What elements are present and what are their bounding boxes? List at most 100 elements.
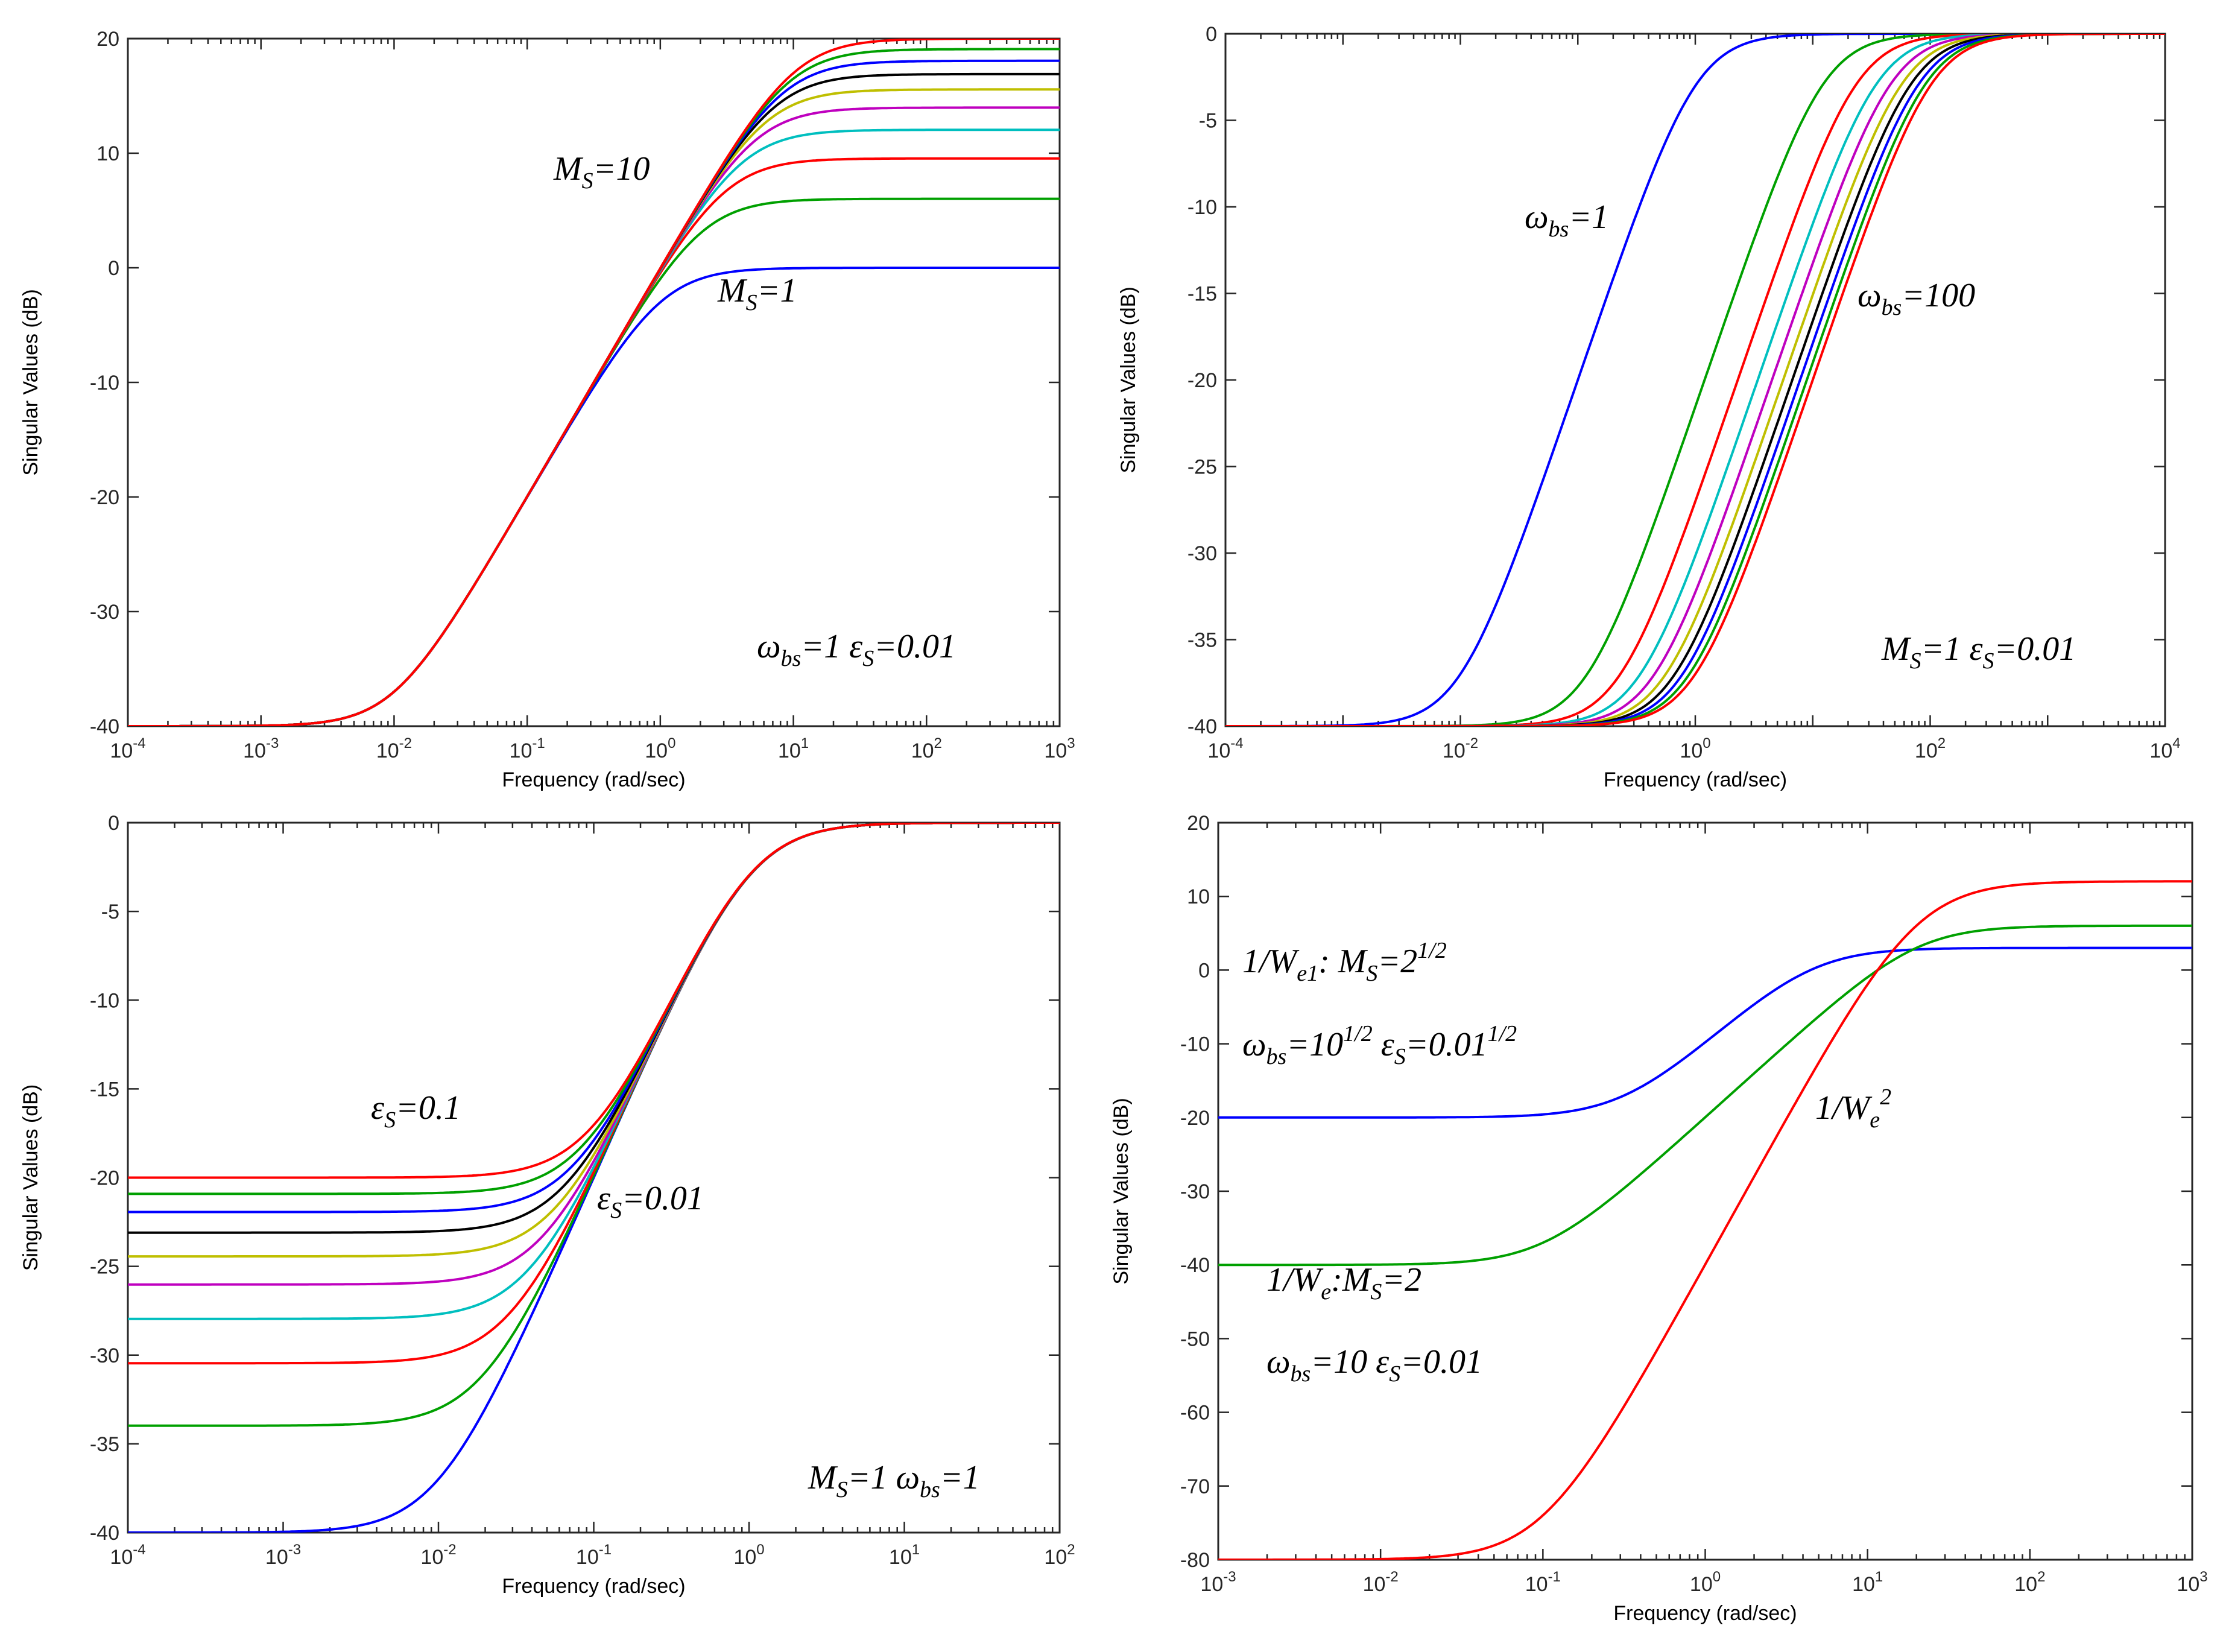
x-tick-label: 100 (1690, 1569, 1721, 1596)
x-tick-label: 10-2 (1443, 735, 1478, 762)
annotation: εS=0.1 (371, 1089, 461, 1133)
series-line (128, 823, 1060, 1179)
y-tick-label: 10 (96, 142, 119, 165)
y-axis-title: Singular Values (dB) (1117, 286, 1140, 473)
y-axis-title: Singular Values (dB) (1110, 1098, 1133, 1284)
plot-area (1224, 33, 2166, 727)
x-tick-label: 103 (2177, 1569, 2207, 1596)
annotation: ωbs=10 εS=0.01 (1266, 1343, 1482, 1387)
y-tick-label: -30 (1187, 542, 1217, 565)
x-axis-title: Frequency (rad/sec) (502, 1575, 685, 1598)
y-tick-label: 0 (108, 257, 119, 280)
annotation: ωbs=1 εS=0.01 (757, 628, 956, 671)
x-tick-label: 100 (645, 735, 675, 762)
x-tick-label: 104 (2149, 735, 2180, 762)
y-tick-label: 20 (96, 28, 119, 51)
y-tick-label: -30 (1180, 1180, 1210, 1203)
series-group (128, 39, 1060, 726)
x-tick-label: 10-4 (110, 1542, 145, 1569)
annotation: 1/We1: MS=21/2 (1242, 938, 1447, 986)
y-tick-label: -20 (1180, 1107, 1210, 1130)
y-tick-label: -35 (1187, 629, 1217, 652)
x-axis-title: Frequency (rad/sec) (502, 768, 685, 791)
annotation: MS=1 (717, 272, 797, 315)
y-tick-label: -15 (1187, 283, 1217, 306)
y-tick-label: -50 (1180, 1328, 1210, 1350)
x-tick-label: 10-3 (1200, 1569, 1236, 1596)
y-tick-label: -30 (90, 1344, 119, 1367)
annotation: εS=0.01 (597, 1180, 704, 1223)
x-tick-label: 102 (2014, 1569, 2045, 1596)
series-line (1218, 946, 2192, 1119)
x-axis-title: Frequency (rad/sec) (1604, 768, 1787, 791)
x-tick-label: 102 (1044, 1542, 1075, 1569)
y-tick-label: -80 (1180, 1549, 1210, 1572)
x-axis-title: Frequency (rad/sec) (1613, 1602, 1797, 1625)
y-tick-label: -10 (1180, 1033, 1210, 1056)
y-tick-label: -5 (101, 900, 119, 923)
annotation: 1/We2 (1815, 1084, 1891, 1133)
series-line (1218, 880, 2192, 1560)
annotation: MS=1 ωbs=1 (808, 1459, 980, 1502)
x-tick-label: 102 (911, 735, 942, 762)
series-line (1218, 924, 2192, 1267)
x-tick-label: 10-1 (510, 735, 545, 762)
y-tick-label: -70 (1180, 1475, 1210, 1498)
y-tick-label: -25 (1187, 456, 1217, 479)
x-tick-label: 10-4 (1207, 735, 1243, 762)
chart-panel-4: 10-3 10-2 10-1 100 101 102 10320100-10-20-30-4… (1110, 812, 2208, 1625)
x-tick-label: 10-2 (420, 1542, 456, 1569)
y-tick-label: -20 (90, 1167, 119, 1190)
y-tick-label: -10 (1187, 196, 1217, 219)
x-tick-label: 10-2 (376, 735, 412, 762)
series-line (1225, 34, 2165, 726)
series-group (1225, 34, 2165, 726)
x-tick-label: 10-1 (1525, 1569, 1561, 1596)
y-tick-label: 20 (1187, 812, 1210, 835)
y-tick-label: -30 (90, 601, 119, 624)
x-tick-label: 100 (1680, 735, 1710, 762)
chart-panel-3: 10-4 10-3 10-2 10-1 100 101 102 0 -5 -10 -15 -20 -25… (19, 812, 1075, 1598)
x-tick-label: 10-4 (110, 735, 145, 762)
y-tick-label: 0 (1206, 23, 1217, 46)
y-tick-label: -20 (1187, 369, 1217, 392)
x-tick-label: 10-1 (576, 1542, 612, 1569)
y-tick-label: -40 (90, 715, 119, 738)
x-tick-label: 100 (733, 1542, 764, 1569)
y-tick-label: -20 (90, 486, 119, 509)
chart-panel-1: 10-4 10-3 10-2 10-1 100 101 102 10320100-10-20-… (19, 28, 1075, 791)
y-tick-label: -40 (1187, 715, 1217, 738)
y-tick-label: -5 (1199, 110, 1217, 133)
x-tick-label: 101 (889, 1542, 920, 1569)
annotation: MS=1 εS=0.01 (1881, 630, 2076, 674)
y-tick-label: 0 (108, 812, 119, 835)
annotation: ωbs=100 (1858, 277, 1975, 320)
chart-panel-2: 10-4 10-2 100 102 104 0 -5 -10 -15 -20 -25 -30 -35 -4… (1117, 23, 2181, 791)
annotation: ωbs=1 (1525, 198, 1608, 242)
y-tick-label: -60 (1180, 1402, 1210, 1425)
y-tick-label: 10 (1187, 885, 1210, 908)
annotation: ωbs=101/2 εS=0.011/2 (1242, 1021, 1517, 1069)
y-tick-label: -10 (90, 989, 119, 1012)
y-tick-label: -25 (90, 1256, 119, 1279)
series-line (128, 39, 1060, 726)
x-tick-label: 102 (1915, 735, 1946, 762)
series-group (128, 823, 1060, 1533)
x-tick-label: 10-3 (265, 1542, 301, 1569)
plot-area (1217, 821, 2193, 1561)
annotation: 1/We:MS=2 (1266, 1261, 1421, 1305)
y-tick-label: 0 (1198, 959, 1210, 982)
x-tick-label: 10-3 (243, 735, 279, 762)
x-tick-label: 10-2 (1363, 1569, 1399, 1596)
annotation: MS=10 (553, 150, 650, 194)
series-group (1218, 880, 2192, 1560)
x-tick-label: 101 (778, 735, 809, 762)
series-line (1225, 34, 2165, 726)
y-tick-label: -10 (90, 372, 119, 394)
y-tick-label: -40 (1180, 1254, 1210, 1277)
y-axis-title: Singular Values (dB) (19, 1084, 42, 1271)
x-tick-label: 101 (1852, 1569, 1883, 1596)
y-tick-label: -35 (90, 1433, 119, 1456)
y-tick-label: -15 (90, 1078, 119, 1101)
